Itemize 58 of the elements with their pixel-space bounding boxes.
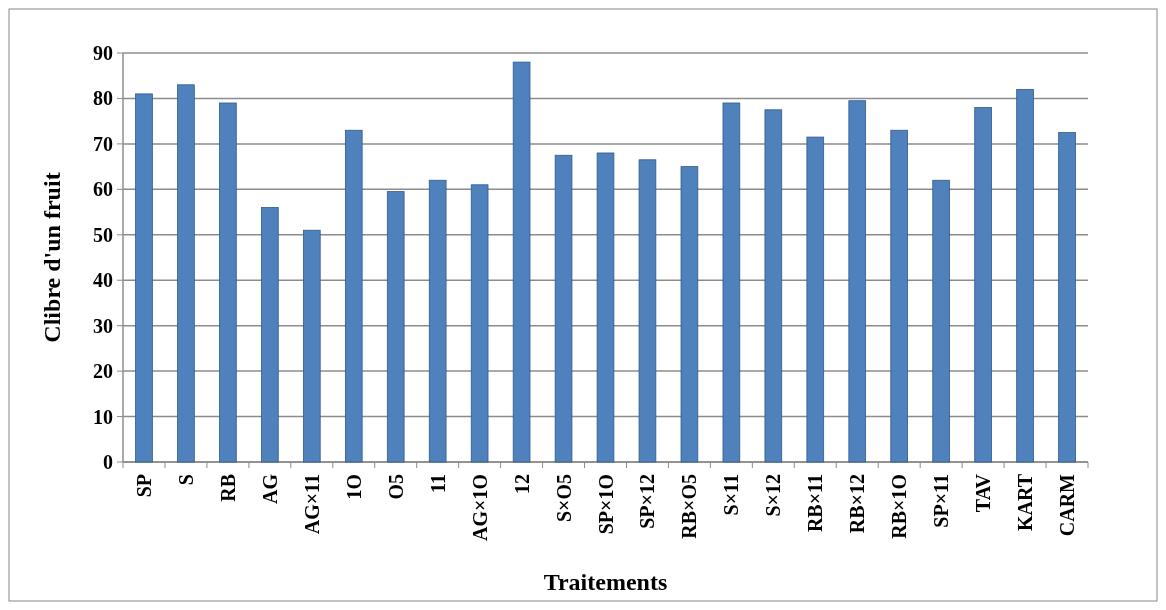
bar xyxy=(596,152,615,463)
bar xyxy=(135,93,153,463)
y-axis-title: Clibre d'un fruit xyxy=(39,172,65,343)
x-tick-label: CARM xyxy=(1056,473,1079,537)
bar xyxy=(219,102,237,463)
y-tick-label: 10 xyxy=(93,405,113,428)
x-axis-title: Traitements xyxy=(543,569,668,595)
x-tick-label: SP xyxy=(132,474,155,498)
y-tick-label: 30 xyxy=(93,314,113,337)
x-tick-label: S×O5 xyxy=(552,474,575,523)
bar xyxy=(1058,132,1076,463)
x-tick-label: RB xyxy=(216,474,239,502)
x-tick-label: S×11 xyxy=(720,474,743,516)
bar xyxy=(554,154,573,463)
bar xyxy=(1016,88,1034,463)
bar xyxy=(638,159,657,463)
bar xyxy=(722,102,741,463)
x-tick-label: TAV xyxy=(972,473,995,513)
x-tick-label: KART xyxy=(1014,473,1037,532)
x-tick-label: S×12 xyxy=(762,474,785,517)
bar xyxy=(344,129,363,463)
x-tick-label: AG xyxy=(258,473,281,504)
bar xyxy=(932,179,950,463)
x-tick-label: S xyxy=(174,474,197,486)
bar xyxy=(806,136,825,463)
bar xyxy=(303,229,321,463)
x-tick-label: 12 xyxy=(510,474,533,494)
x-tick-label: AG×11 xyxy=(300,474,323,535)
x-tick-label: SP×12 xyxy=(636,474,659,529)
y-tick-label: 80 xyxy=(93,87,113,110)
y-tick-label: 90 xyxy=(93,42,113,64)
bar xyxy=(470,184,489,463)
x-tick-label: RB×11 xyxy=(804,474,827,533)
x-tick-label: AG×1O xyxy=(468,474,491,541)
bar xyxy=(428,179,447,463)
x-tick-label: RB×O5 xyxy=(678,474,701,539)
y-tick-label: 20 xyxy=(93,360,113,383)
y-tick-label: 50 xyxy=(93,223,113,246)
x-tick-label: SP×11 xyxy=(930,474,953,528)
x-tick-label: O5 xyxy=(384,474,407,500)
y-tick-label: 0 xyxy=(103,451,113,473)
y-tick-label: 40 xyxy=(93,269,113,292)
x-tick-label: 11 xyxy=(426,474,449,493)
bar xyxy=(261,207,279,463)
bar xyxy=(974,107,992,463)
x-tick-label: 1O xyxy=(342,474,365,500)
y-tick-label: 70 xyxy=(93,132,113,155)
bar xyxy=(848,100,867,463)
bar xyxy=(890,129,908,463)
bar xyxy=(512,61,531,463)
bar xyxy=(177,84,195,463)
x-tick-label: RB×1O xyxy=(888,474,911,539)
bar xyxy=(680,166,699,463)
bar xyxy=(386,191,405,463)
x-tick-label: RB×12 xyxy=(846,474,869,534)
bar xyxy=(764,109,783,463)
y-tick-label: 60 xyxy=(93,178,113,201)
x-tick-label: SP×1O xyxy=(594,474,617,535)
